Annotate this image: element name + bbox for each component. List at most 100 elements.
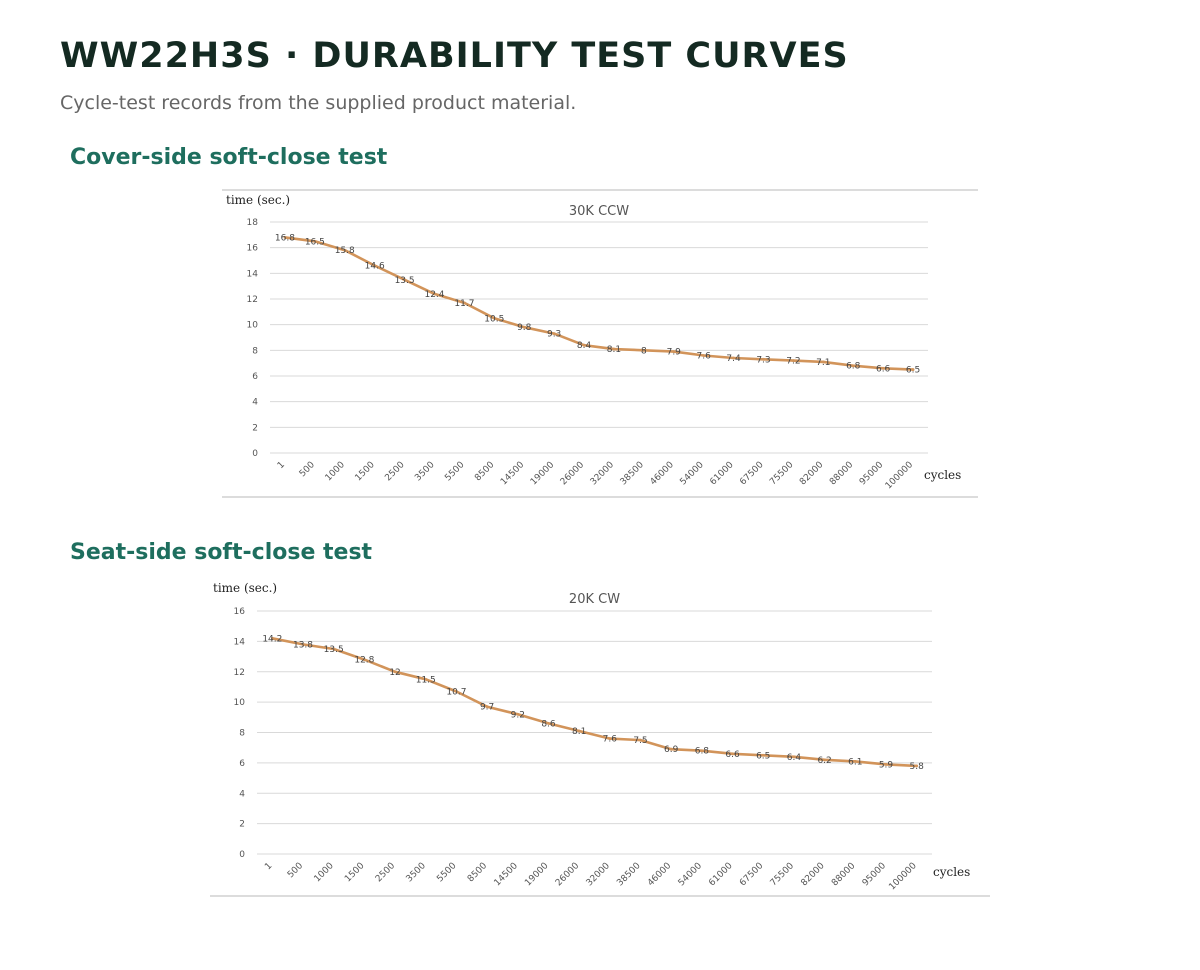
data-point (463, 301, 466, 305)
x-tick-label: 95000 (858, 460, 886, 488)
section-heading-cover: Cover-side soft-close test (70, 145, 388, 170)
x-tick-label: 75500 (769, 861, 797, 889)
x-tick-label: 82000 (799, 861, 827, 889)
chart-title: 30K CCW (569, 204, 629, 219)
data-label: 16.5 (305, 237, 325, 247)
data-label: 7.6 (603, 735, 618, 745)
data-point (639, 738, 642, 742)
data-point (702, 354, 706, 357)
data-label: 8.4 (577, 341, 592, 351)
data-label: 8 (641, 346, 647, 356)
data-point (612, 347, 616, 351)
x-tick-label: 88000 (828, 460, 856, 488)
data-point (732, 356, 735, 360)
data-label: 11.7 (454, 299, 474, 309)
data-label: 8.1 (607, 345, 621, 355)
page-title: WW22H3S · DURABILITY TEST CURVES (60, 36, 849, 76)
data-label: 7.3 (756, 355, 770, 365)
data-point (911, 368, 915, 371)
data-label: 6.1 (848, 757, 862, 767)
data-label: 7.6 (697, 351, 712, 361)
x-axis-label: cycles (933, 865, 970, 879)
x-tick-label: 100000 (887, 861, 919, 893)
data-point (884, 762, 888, 766)
y-tick-label: 4 (239, 789, 245, 799)
x-tick-label: 46000 (649, 460, 677, 488)
data-point (343, 248, 347, 252)
data-label: 12.4 (424, 290, 444, 300)
data-label: 8.1 (572, 727, 586, 737)
data-label: 7.1 (816, 358, 830, 368)
data-label: 5.9 (879, 760, 894, 770)
section-heading-seat: Seat-side soft-close test (70, 540, 373, 565)
y-tick-label: 4 (252, 398, 258, 408)
x-tick-label: 1000 (324, 460, 347, 483)
x-tick-label: 61000 (708, 460, 736, 488)
y-tick-label: 12 (234, 668, 245, 678)
data-label: 13.5 (324, 645, 344, 655)
data-point (332, 647, 336, 651)
data-point (393, 670, 397, 674)
data-point (492, 316, 496, 320)
data-point (373, 264, 377, 268)
data-label: 9.3 (547, 330, 561, 340)
page-subtitle: Cycle-test records from the supplied pro… (60, 92, 577, 114)
data-label: 8.6 (541, 719, 556, 729)
x-tick-label: 19000 (529, 460, 557, 488)
data-point (700, 749, 704, 753)
data-point (424, 677, 428, 681)
data-point (403, 278, 406, 282)
x-tick-label: 14500 (493, 861, 521, 889)
x-tick-label: 3500 (413, 460, 436, 483)
x-tick-label: 32000 (589, 460, 617, 488)
y-tick-label: 12 (247, 295, 258, 305)
data-point (270, 636, 274, 640)
series-line (283, 236, 915, 371)
x-tick-label: 8500 (466, 861, 489, 884)
data-point (283, 236, 287, 239)
data-label: 10.7 (446, 687, 466, 697)
data-label: 13.8 (293, 640, 313, 650)
data-label: 6.8 (846, 362, 861, 372)
x-tick-label: 95000 (861, 861, 889, 889)
x-tick-label: 8500 (473, 460, 496, 483)
data-point (547, 721, 550, 725)
x-tick-label: 67500 (738, 460, 766, 488)
data-label: 5.8 (909, 762, 924, 772)
data-point (821, 360, 825, 364)
data-point (731, 752, 734, 756)
x-tick-label: 38500 (619, 460, 647, 488)
y-tick-label: 18 (247, 218, 259, 228)
data-point (552, 332, 556, 336)
data-label: 7.5 (633, 736, 647, 746)
data-point (608, 737, 612, 740)
data-label: 15.8 (335, 246, 355, 256)
y-tick-label: 16 (247, 244, 259, 254)
data-label: 7.2 (786, 357, 800, 367)
x-tick-label: 5500 (443, 460, 466, 483)
y-tick-label: 8 (252, 346, 258, 356)
data-point (485, 705, 489, 709)
data-label: 7.4 (726, 354, 741, 364)
data-label: 9.7 (480, 703, 494, 713)
x-tick-label: 32000 (585, 861, 613, 889)
y-tick-label: 8 (239, 729, 245, 739)
data-point (642, 348, 646, 352)
data-point (762, 357, 765, 361)
x-tick-label: 26000 (554, 861, 582, 889)
data-label: 14.6 (365, 262, 385, 272)
y-axis-label: time (sec.) (213, 581, 277, 595)
data-point (761, 753, 765, 757)
x-tick-label: 2500 (374, 861, 397, 884)
x-tick-label: 2500 (383, 460, 406, 483)
data-point (455, 690, 458, 693)
data-point (915, 764, 919, 768)
x-tick-label: 75500 (768, 460, 796, 488)
y-tick-label: 10 (247, 321, 259, 331)
data-point (362, 658, 366, 661)
x-tick-label: 1500 (354, 460, 377, 483)
x-tick-label: 67500 (738, 861, 766, 889)
x-axis-label: cycles (924, 468, 961, 482)
y-tick-label: 0 (252, 449, 258, 459)
